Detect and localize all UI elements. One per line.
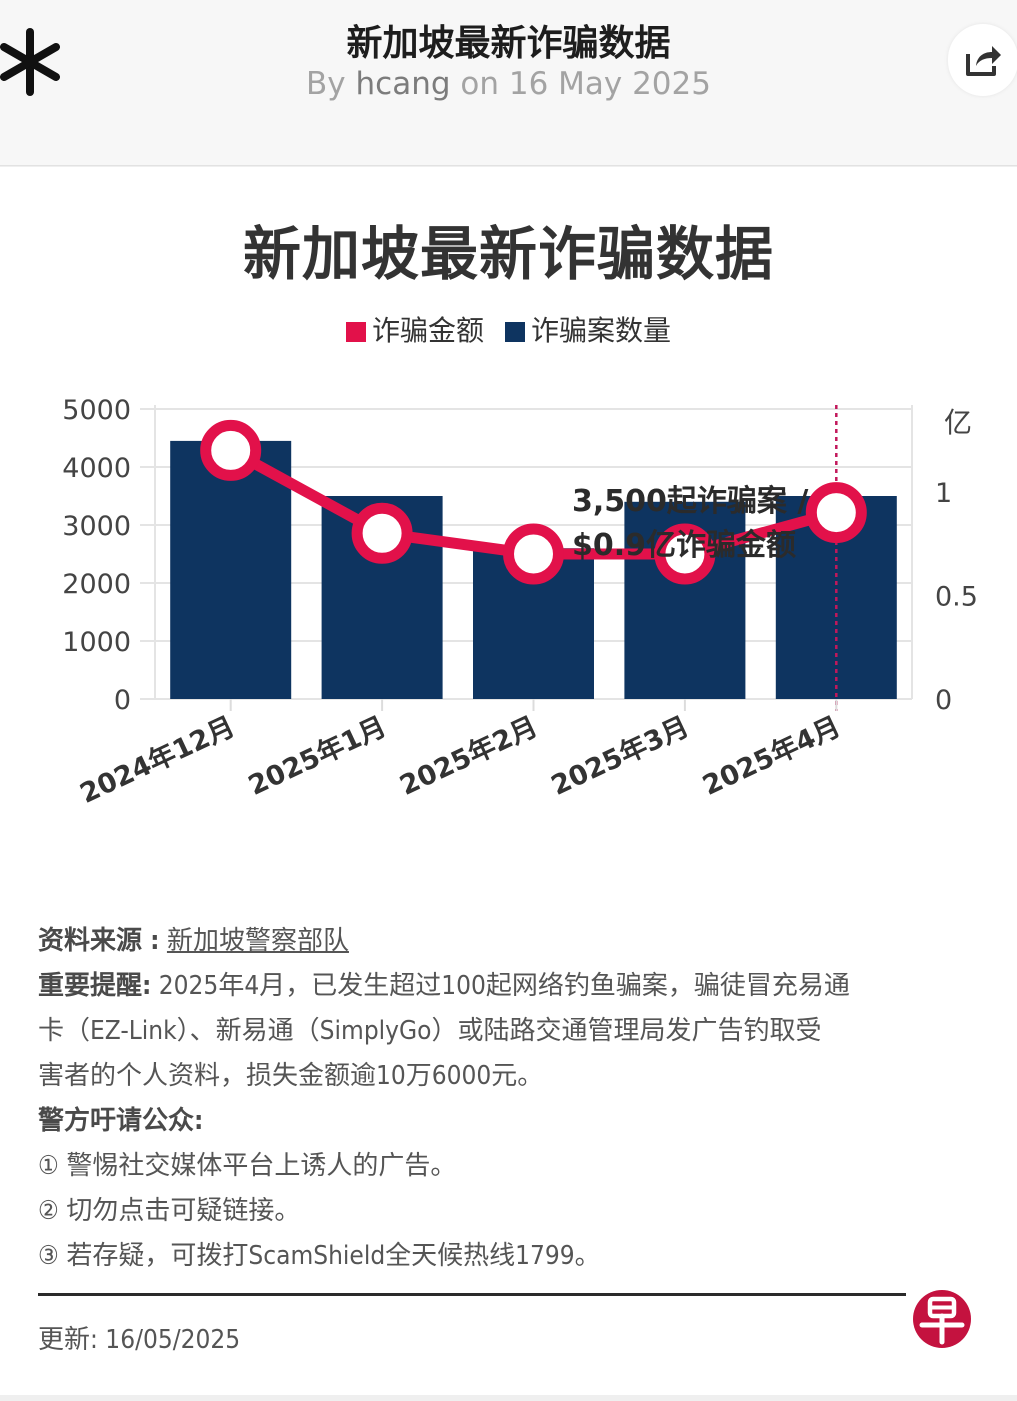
infographic-card: 新加坡最新诈骗数据 诈骗金额 诈骗案数量 5000 4000 3000 2000 100… — [0, 167, 1017, 1395]
bar-cases — [170, 440, 292, 699]
reminder-text-1: 2025年4月，已发生超过100起网络钓鱼骗案，骗徒冒充易通 — [158, 971, 850, 1001]
point-amount — [200, 419, 262, 481]
reminder-text-2: 卡（EZ-Link）、新易通（SimplyGo）或陆路交通管理局发广告钓取受 — [38, 1016, 822, 1046]
asterisk-logo-icon[interactable] — [0, 26, 68, 98]
x-tick-label: 2025年2月 — [395, 710, 543, 802]
appeal-item-2: ② 切勿点击可疑链接。 — [38, 1196, 301, 1226]
byline-prefix: By — [306, 66, 346, 102]
right-axis-tick-label: 1 — [935, 478, 952, 509]
updated-timestamp: 更新: 16/05/2025 — [38, 1325, 241, 1355]
share-icon — [966, 46, 1001, 76]
legend-item-cases[interactable]: 诈骗案数量 — [504, 309, 671, 349]
legend-label-amount: 诈骗金额 — [372, 314, 485, 347]
x-tick-label: 2024年12月 — [75, 710, 240, 809]
right-axis-unit: 亿 — [944, 406, 972, 439]
byline-date: on 16 May 2025 — [460, 66, 711, 102]
annotation-line-1: 3,500起诈骗案 / — [572, 484, 808, 519]
source-line: 资料来源 : 新加坡警察部队 — [38, 919, 918, 964]
share-button[interactable] — [948, 24, 1017, 96]
chart-title: 新加坡最新诈骗数据 — [242, 220, 774, 288]
article-byline: By hcang on 16 May 2025 — [0, 66, 1017, 102]
x-tick-label: 2025年3月 — [546, 710, 694, 802]
app-header: 新加坡最新诈骗数据 By hcang on 16 May 2025 — [0, 0, 1017, 166]
left-axis-tick-label: 3000 — [62, 511, 131, 542]
point-amount — [654, 523, 716, 585]
appeal-item-1: ① 警惕社交媒体平台上诱人的广告。 — [38, 1151, 457, 1181]
chart-legend: 诈骗金额 诈骗案数量 — [0, 309, 1017, 349]
left-axis-tick-label: 2000 — [62, 569, 131, 600]
legend-item-amount[interactable]: 诈骗金额 — [346, 309, 484, 349]
source-link[interactable]: 新加坡警察部队 — [166, 926, 349, 956]
right-axis-tick-label: 0 — [935, 685, 952, 716]
source-label: 资料来源 : — [38, 926, 160, 956]
left-axis-tick-label: 4000 — [62, 453, 131, 484]
legend-swatch-cases — [504, 322, 525, 342]
left-axis-tick-label: 5000 — [62, 397, 131, 426]
point-layer — [200, 419, 867, 585]
right-axis-tick-label: 0.5 — [935, 581, 978, 612]
author-name[interactable]: hcang — [355, 66, 451, 102]
reminder-line: 重要提醒: 2025年4月，已发生超过100起网络钓鱼骗案，骗徒冒充易通 — [38, 964, 918, 1009]
zaobao-logo-icon[interactable] — [910, 1287, 974, 1351]
reminder-text-3: 害者的个人资料，损失金额逾10万6000元。 — [38, 1061, 544, 1091]
appeal-item-3: ③ 若存疑，可拨打ScamShield全天候热线1799。 — [38, 1241, 601, 1271]
x-tick-label: 2025年4月 — [698, 710, 846, 802]
point-amount — [503, 523, 564, 585]
legend-swatch-amount — [346, 322, 367, 342]
left-axis-tick-label: 0 — [114, 685, 131, 716]
left-axis-tick-label: 1000 — [62, 627, 131, 658]
article-title: 新加坡最新诈骗数据 — [346, 23, 671, 64]
notes-section: 资料来源 : 新加坡警察部队 重要提醒: 2025年4月，已发生超过100起网络… — [38, 919, 918, 1279]
annotation-line-2: $0.9亿诈骗金额 — [572, 528, 796, 563]
point-amount — [351, 502, 413, 564]
x-tick-label: 2025年1月 — [243, 710, 391, 802]
divider — [38, 1293, 906, 1296]
reminder-label: 重要提醒: — [38, 971, 152, 1001]
police-appeal-label: 警方吁请公众: — [38, 1106, 204, 1136]
legend-label-cases: 诈骗案数量 — [530, 314, 671, 347]
point-amount — [805, 482, 867, 544]
